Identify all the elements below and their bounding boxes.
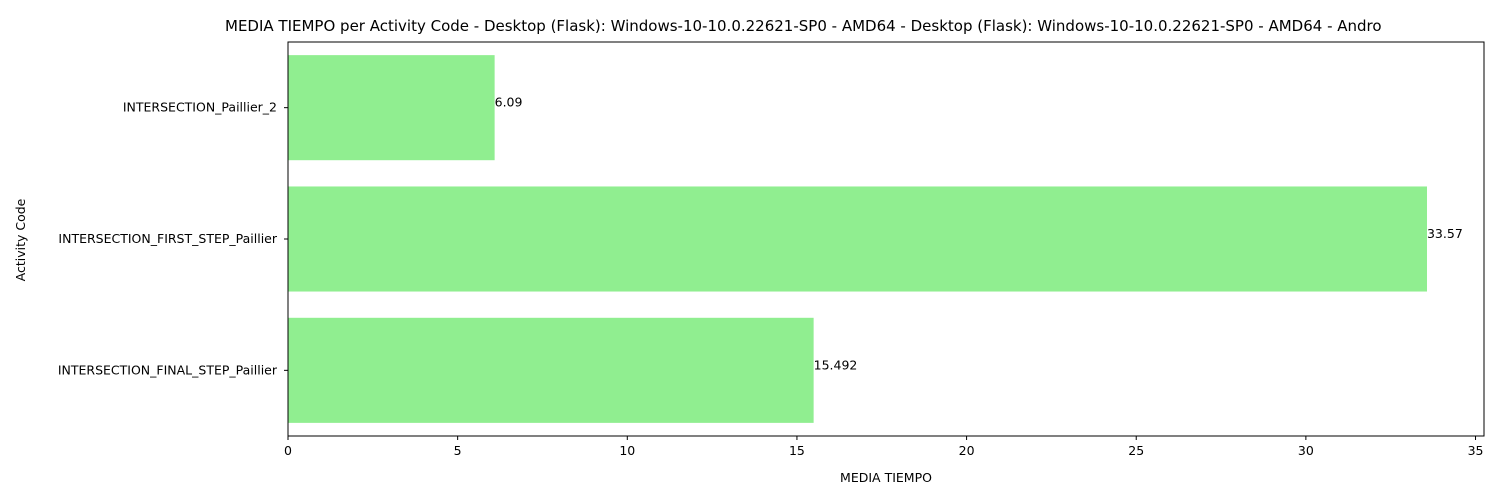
bars-layer — [288, 55, 1427, 423]
data-label-3: 15.492 — [814, 357, 858, 372]
y-axis-categories: INTERSECTION_Paillier_2 INTERSECTION_FIRS… — [58, 100, 288, 377]
x-axis-title: MEDIA TIEMPO — [840, 470, 932, 485]
x-tick-label-0: 0 — [284, 443, 292, 458]
x-tick-label-5: 5 — [454, 443, 462, 458]
data-labels: 6.09 33.57 15.492 — [495, 95, 1463, 373]
bar-1 — [288, 55, 495, 161]
x-tick-label-30: 30 — [1298, 443, 1314, 458]
chart-title: MEDIA TIEMPO per Activity Code - Desktop… — [225, 17, 1382, 35]
bar-3 — [288, 317, 814, 423]
x-tick-label-25: 25 — [1128, 443, 1144, 458]
data-label-1: 6.09 — [495, 95, 523, 110]
y-tick-label-2: INTERSECTION_FIRST_STEP_Paillier — [58, 231, 277, 246]
y-tick-label-3: INTERSECTION_FINAL_STEP_Paillier — [58, 362, 278, 377]
y-tick-label-1: INTERSECTION_Paillier_2 — [123, 100, 277, 115]
data-label-2: 33.57 — [1427, 226, 1463, 241]
bar-2 — [288, 186, 1427, 292]
x-tick-label-10: 10 — [619, 443, 635, 458]
x-tick-label-20: 20 — [959, 443, 975, 458]
x-tick-label-15: 15 — [789, 443, 805, 458]
x-tick-label-35: 35 — [1468, 443, 1484, 458]
x-axis-ticks: 0 5 10 15 20 25 30 35 — [284, 436, 1483, 458]
y-axis-title: Activity Code — [13, 198, 28, 281]
